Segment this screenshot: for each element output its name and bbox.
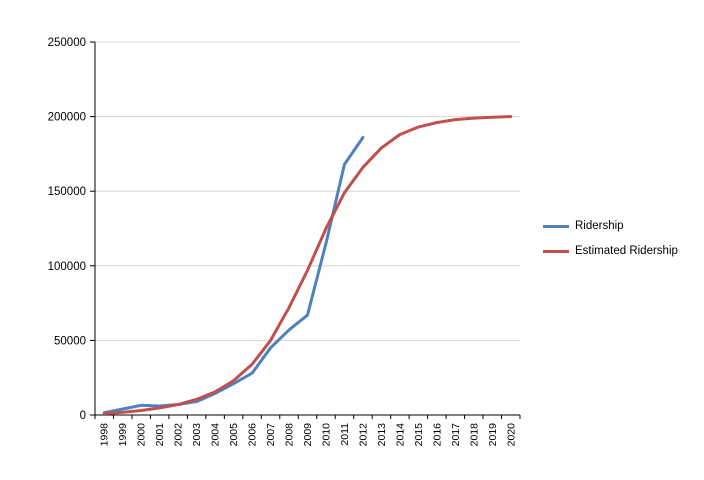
y-tick-label: 200000 [48, 112, 86, 124]
x-tick-label: 2015 [413, 423, 425, 447]
gridlines [95, 41, 520, 341]
x-tick-label: 2001 [154, 423, 166, 447]
x-tick-label: 2002 [173, 423, 185, 447]
y-tick-label: 0 [80, 410, 86, 422]
chart-legend: Ridership Estimated Ridership [543, 219, 678, 269]
legend-item-ridership[interactable]: Ridership [543, 219, 678, 233]
x-tick-label: 2003 [191, 423, 203, 447]
x-tick-label: 2005 [228, 423, 240, 447]
legend-item-estimated-ridership[interactable]: Estimated Ridership [543, 244, 678, 258]
x-tick-label: 2020 [505, 423, 517, 447]
y-tick-label: 250000 [48, 37, 86, 49]
x-tick-label: 2019 [487, 423, 499, 447]
y-tick-label: 50000 [54, 335, 86, 347]
x-tick-label: 2016 [431, 423, 443, 447]
x-tick-label: 2000 [136, 423, 148, 447]
x-tick-label: 2014 [394, 423, 406, 447]
x-tick-label: 2011 [339, 423, 351, 446]
legend-label-ridership: Ridership [575, 220, 624, 232]
legend-label-estimated-ridership: Estimated Ridership [575, 245, 678, 257]
estimated-ridership-line[interactable] [102, 115, 513, 416]
x-tick-label: 2018 [468, 423, 480, 447]
ridership-line-swatch [543, 224, 569, 228]
x-tick-label: 2012 [357, 423, 369, 447]
x-tick-label: 2008 [284, 423, 296, 447]
x-tick-label: 1999 [117, 423, 129, 447]
x-axis-labels: 1998 1999 2000 2001 2002 2003 2004 2005 2006 2007… [99, 423, 518, 447]
x-tick-label: 2007 [265, 423, 277, 447]
x-tick-label: 2004 [210, 423, 222, 447]
ridership-line[interactable] [102, 135, 365, 415]
y-axis-labels: 0 50000 100000 150000 200000 250000 [48, 37, 86, 422]
axes [90, 41, 521, 419]
x-tick-label: 2017 [450, 423, 462, 447]
x-tick-label: 2010 [320, 423, 332, 447]
x-tick-label: 1998 [99, 423, 111, 447]
x-tick-label: 2013 [376, 423, 388, 447]
y-tick-label: 150000 [48, 186, 86, 198]
y-tick-label: 100000 [48, 261, 86, 273]
x-tick-label: 2006 [247, 423, 259, 447]
estimated-ridership-line-swatch [543, 249, 569, 253]
series-lines [102, 115, 513, 416]
x-tick-label: 2009 [302, 423, 314, 447]
